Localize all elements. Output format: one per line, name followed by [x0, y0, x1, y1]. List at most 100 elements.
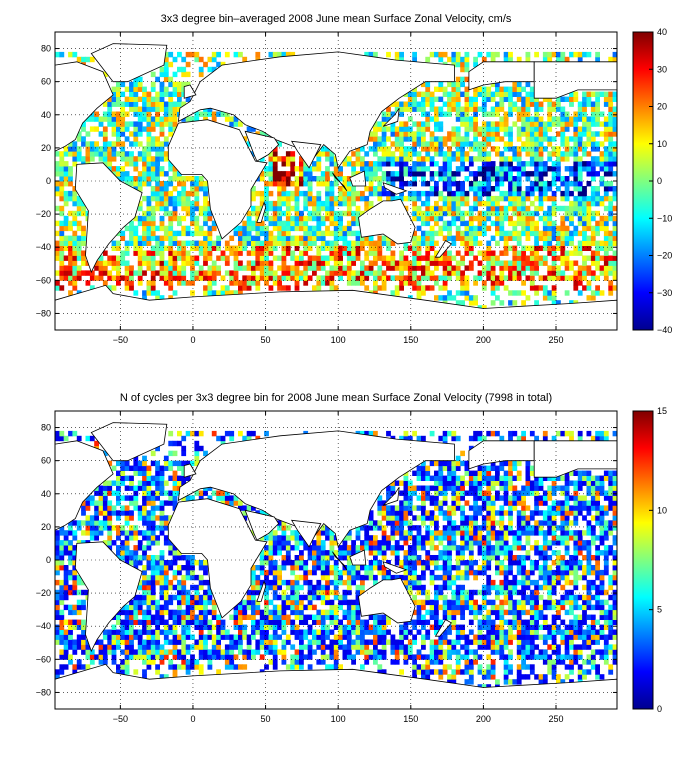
- heat-cell: [447, 265, 452, 271]
- heat-cell: [98, 265, 104, 271]
- heat-cell: [203, 639, 208, 645]
- heat-cell: [412, 181, 417, 187]
- heat-cell: [159, 245, 165, 251]
- heat-cell: [194, 584, 200, 591]
- heat-cell: [434, 215, 439, 222]
- heat-cell: [508, 275, 513, 281]
- heat-cell: [368, 569, 374, 576]
- heat-cell: [290, 659, 296, 665]
- heat-cell: [312, 569, 317, 576]
- heat-cell: [477, 51, 483, 58]
- heat-cell: [172, 614, 178, 620]
- heat-cell: [529, 245, 535, 251]
- heat-cell: [72, 265, 78, 271]
- heat-cell: [272, 574, 278, 581]
- heat-cell: [124, 520, 130, 526]
- heat-cell: [159, 470, 165, 476]
- heat-cell: [120, 634, 126, 640]
- heat-cell: [608, 255, 614, 261]
- heat-cell: [538, 195, 544, 202]
- heat-cell: [303, 250, 309, 256]
- heat-cell: [190, 619, 195, 625]
- heat-cell: [198, 181, 204, 187]
- heat-cell: [111, 275, 117, 281]
- heat-cell: [133, 176, 139, 182]
- heat-cell: [277, 156, 282, 162]
- heat-cell: [242, 599, 248, 606]
- heat-cell: [155, 624, 160, 630]
- heat-cell: [577, 270, 583, 276]
- heat-cell: [198, 240, 204, 246]
- heat-cell: [455, 146, 461, 152]
- heat-cell: [538, 151, 544, 157]
- heat-cell: [146, 589, 152, 596]
- heat-cell: [163, 525, 169, 531]
- heat-cell: [168, 235, 174, 241]
- heat-cell: [272, 569, 278, 576]
- heat-cell: [346, 225, 352, 232]
- heat-cell: [551, 265, 557, 271]
- heat-cell: [281, 240, 287, 246]
- heat-cell: [320, 555, 326, 561]
- heat-cell: [333, 215, 339, 222]
- heat-cell: [194, 599, 200, 606]
- heat-cell: [238, 245, 243, 251]
- heat-cell: [377, 540, 383, 546]
- heat-cell: [59, 629, 65, 635]
- heat-cell: [564, 176, 570, 182]
- heat-cell: [259, 634, 265, 640]
- heat-cell: [338, 250, 343, 256]
- heat-cell: [529, 151, 535, 157]
- heat-cell: [325, 584, 330, 591]
- heat-cell: [194, 589, 200, 596]
- heat-cell: [63, 200, 69, 207]
- heat-cell: [455, 101, 461, 107]
- heat-cell: [137, 106, 143, 112]
- heat-cell: [486, 215, 492, 222]
- heat-cell: [277, 574, 282, 581]
- heat-cell: [181, 649, 187, 655]
- heat-cell: [59, 614, 65, 620]
- heat-cell: [294, 285, 300, 291]
- heat-cell: [168, 116, 174, 122]
- heat-cell: [299, 649, 304, 655]
- heat-cell: [185, 565, 191, 571]
- heat-cell: [137, 460, 143, 467]
- heat-cell: [416, 245, 422, 251]
- heat-cell: [163, 515, 169, 521]
- heat-cell: [346, 560, 352, 566]
- heat-cell: [146, 280, 152, 286]
- heat-cell: [290, 594, 296, 601]
- heat-cell: [159, 116, 165, 122]
- heat-cell: [451, 240, 457, 246]
- heat-cell: [477, 260, 483, 266]
- heat-cell: [81, 270, 86, 276]
- heat-cell: [451, 51, 457, 58]
- heat-cell: [211, 116, 217, 122]
- heat-cell: [377, 285, 383, 291]
- heat-cell: [137, 181, 143, 187]
- heat-cell: [342, 190, 348, 197]
- heat-cell: [116, 121, 121, 127]
- heat-cell: [516, 156, 522, 162]
- heat-cell: [146, 535, 152, 541]
- heat-cell: [89, 500, 95, 506]
- heat-cell: [521, 250, 526, 256]
- heat-cell: [377, 176, 383, 182]
- heat-cell: [233, 634, 239, 640]
- heat-cell: [59, 634, 65, 640]
- heat-cell: [412, 141, 417, 147]
- heat-cell: [386, 235, 391, 241]
- heat-cell: [386, 260, 391, 266]
- heat-cell: [111, 634, 117, 640]
- heat-cell: [150, 599, 156, 606]
- heat-cell: [55, 669, 60, 675]
- heat-cell: [116, 530, 121, 536]
- heat-cell: [447, 205, 452, 212]
- heat-cell: [85, 270, 91, 276]
- heat-cell: [329, 649, 335, 655]
- heat-cell: [490, 171, 496, 177]
- heat-cell: [290, 195, 296, 202]
- heat-cell: [312, 565, 317, 571]
- heat-cell: [416, 250, 422, 256]
